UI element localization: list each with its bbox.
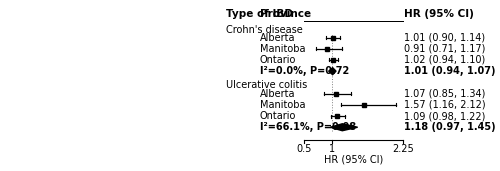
Text: I²=66.1%, P=0.08: I²=66.1%, P=0.08 (260, 122, 356, 132)
Text: Type of IBD: Type of IBD (226, 9, 293, 19)
Text: 1.07 (0.85, 1.34): 1.07 (0.85, 1.34) (404, 89, 485, 99)
Text: 1.57 (1.16, 2.12): 1.57 (1.16, 2.12) (404, 100, 485, 110)
Text: 1: 1 (329, 144, 335, 154)
Text: Manitoba: Manitoba (260, 44, 306, 54)
Text: HR (95% CI): HR (95% CI) (324, 154, 383, 164)
Text: Province: Province (260, 9, 311, 19)
Text: Ontario: Ontario (260, 55, 296, 65)
Polygon shape (330, 124, 357, 131)
Text: 1.09 (0.98, 1.22): 1.09 (0.98, 1.22) (404, 111, 485, 121)
Text: 0.91 (0.71, 1.17): 0.91 (0.71, 1.17) (404, 44, 485, 54)
Text: HR (95% CI): HR (95% CI) (404, 9, 474, 19)
Text: Alberta: Alberta (260, 32, 296, 43)
Text: Manitoba: Manitoba (260, 100, 306, 110)
Text: Ontario: Ontario (260, 111, 296, 121)
Text: I²=0.0%, P=0.72: I²=0.0%, P=0.72 (260, 66, 349, 76)
Text: Ulcerative colitis: Ulcerative colitis (226, 80, 308, 90)
Text: 2.25: 2.25 (392, 144, 414, 154)
Text: Crohn's disease: Crohn's disease (226, 25, 303, 35)
Text: Alberta: Alberta (260, 89, 296, 99)
Text: 1.02 (0.94, 1.10): 1.02 (0.94, 1.10) (404, 55, 485, 65)
Text: 0.5: 0.5 (296, 144, 312, 154)
Text: 1.01 (0.94, 1.07): 1.01 (0.94, 1.07) (404, 66, 496, 76)
Text: 1.01 (0.90, 1.14): 1.01 (0.90, 1.14) (404, 32, 485, 43)
Polygon shape (328, 68, 336, 75)
Text: 1.18 (0.97, 1.45): 1.18 (0.97, 1.45) (404, 122, 496, 132)
